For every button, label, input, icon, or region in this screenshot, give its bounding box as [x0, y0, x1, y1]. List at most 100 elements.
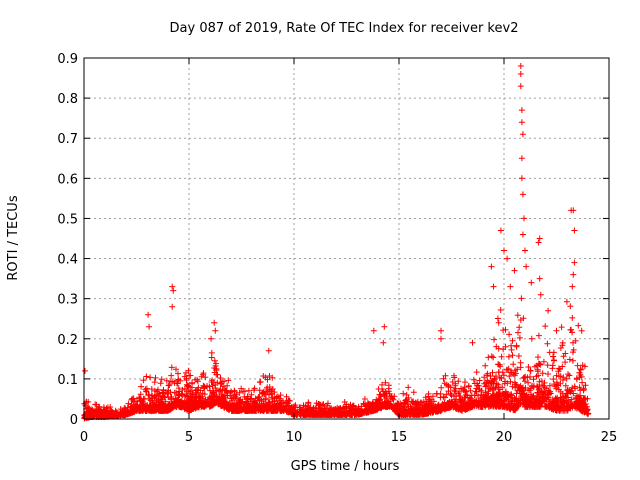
data-point — [332, 411, 338, 418]
data-point — [549, 362, 556, 369]
data-point — [213, 360, 219, 367]
data-point — [511, 404, 518, 411]
data-point — [392, 407, 399, 414]
data-point — [220, 383, 227, 390]
data-point — [246, 406, 253, 413]
data-point — [536, 400, 543, 407]
data-point — [523, 263, 530, 270]
data-point — [164, 390, 171, 397]
data-point — [504, 255, 511, 262]
data-point — [559, 377, 566, 383]
data-point — [520, 315, 527, 322]
data-point — [550, 353, 556, 360]
x-tick-label: 10 — [286, 430, 303, 445]
data-point — [433, 390, 440, 397]
data-point — [527, 373, 533, 380]
data-point — [511, 267, 518, 274]
data-point — [209, 390, 216, 397]
data-point — [566, 356, 573, 363]
data-point — [424, 405, 431, 412]
data-point — [527, 400, 534, 407]
data-point — [555, 382, 561, 389]
data-point — [237, 396, 244, 403]
data-point — [93, 408, 100, 415]
data-point — [529, 382, 536, 389]
data-point — [414, 408, 421, 415]
y-tick-label: 0.7 — [57, 132, 78, 147]
data-point — [97, 413, 104, 420]
data-point — [184, 405, 191, 412]
data-point — [382, 395, 389, 401]
data-point — [197, 401, 204, 408]
data-point — [241, 393, 248, 400]
data-point — [262, 396, 269, 403]
data-point — [542, 403, 549, 409]
data-point — [577, 366, 584, 372]
data-point — [144, 406, 150, 413]
data-point — [310, 404, 317, 411]
data-point — [305, 406, 312, 413]
data-point — [472, 388, 479, 395]
data-point — [517, 382, 524, 389]
data-point — [260, 390, 266, 397]
data-point — [530, 402, 537, 409]
data-point — [495, 345, 502, 352]
data-point — [355, 411, 362, 418]
axis-ticks: 0 0.1 0.2 0.3 0.4 0.5 0.6 0.7 0.8 0.9 0 5 10 15 20 25 — [57, 52, 617, 445]
data-point — [571, 383, 578, 390]
data-point — [505, 353, 512, 360]
data-point — [579, 379, 586, 386]
data-point — [491, 336, 497, 343]
data-point — [478, 398, 485, 405]
data-point — [517, 83, 524, 90]
data-point — [161, 402, 168, 409]
data-point — [363, 402, 370, 409]
data-point — [484, 394, 491, 401]
data-point — [208, 379, 215, 385]
data-point — [558, 324, 565, 331]
y-tick-label: 0 — [70, 413, 78, 428]
data-point — [569, 314, 576, 321]
data-point — [475, 382, 482, 389]
data-point — [495, 401, 502, 408]
data-point — [495, 389, 502, 396]
data-point — [166, 382, 173, 388]
data-point — [83, 414, 90, 421]
data-point — [309, 408, 316, 415]
data-point — [551, 357, 557, 364]
data-point — [268, 388, 275, 394]
data-point — [208, 335, 215, 342]
data-point — [185, 382, 191, 389]
data-point — [527, 367, 534, 374]
data-point — [375, 386, 382, 392]
data-point — [134, 398, 140, 405]
data-point — [187, 394, 194, 401]
data-point — [382, 388, 389, 395]
data-point — [540, 358, 547, 365]
data-point — [513, 343, 520, 350]
data-point — [545, 307, 552, 314]
data-point — [390, 396, 397, 403]
data-point — [495, 369, 502, 376]
data-point — [553, 385, 560, 392]
data-point — [553, 327, 560, 334]
data-point — [260, 389, 267, 396]
data-point — [506, 373, 513, 380]
data-point — [217, 375, 224, 381]
data-point — [544, 340, 551, 347]
data-point — [381, 323, 388, 330]
data-point — [550, 376, 557, 383]
data-point — [509, 352, 516, 359]
data-point — [465, 382, 472, 389]
data-point — [206, 383, 213, 390]
data-point — [451, 372, 457, 379]
data-point — [168, 372, 175, 379]
data-point — [171, 400, 178, 406]
data-point — [443, 381, 450, 388]
data-point — [566, 387, 573, 394]
data-point — [313, 400, 320, 407]
data-point — [578, 327, 585, 334]
data-point — [173, 366, 179, 373]
data-point — [539, 370, 546, 377]
data-point — [583, 408, 590, 414]
